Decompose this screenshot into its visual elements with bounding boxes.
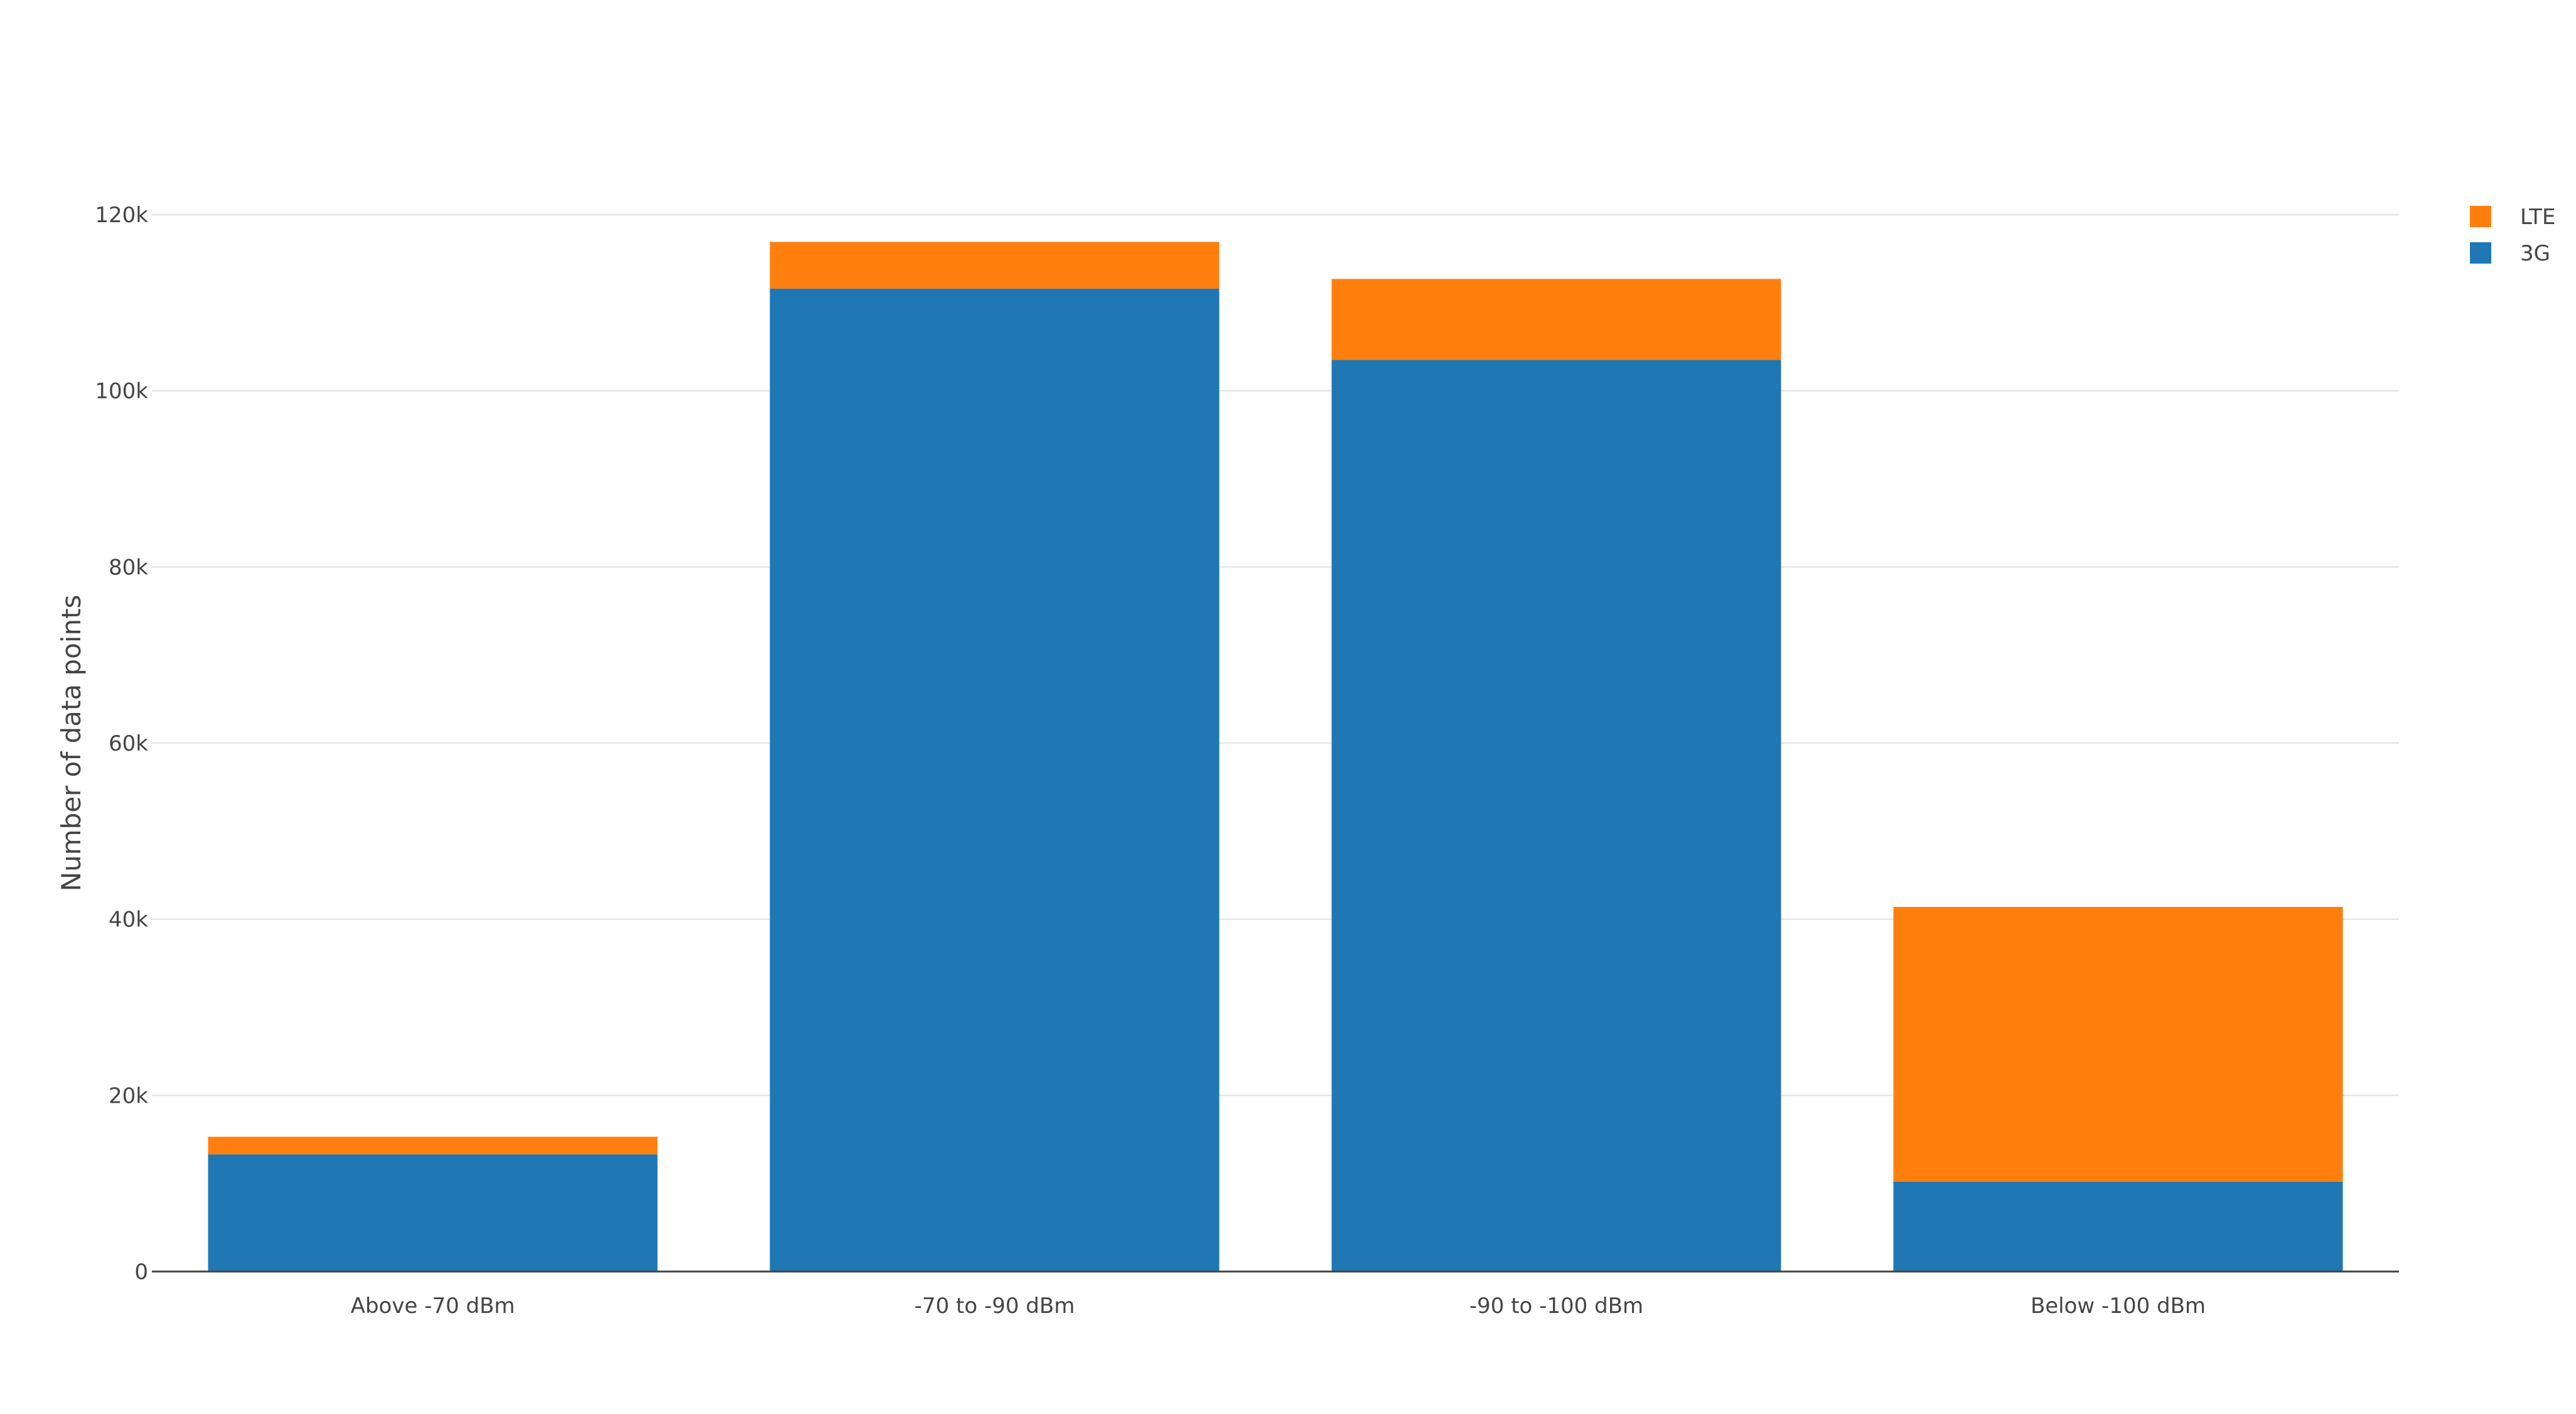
y-tick-label: 0 (134, 1260, 148, 1285)
x-tick-label: -70 to -90 dBm (915, 1293, 1075, 1319)
y-tick-label: 120k (95, 203, 148, 228)
bar-3g-4 (1893, 1181, 2343, 1272)
legend-label-lte: LTE (2520, 205, 2556, 230)
x-tick-label: Below -100 dBm (2031, 1293, 2206, 1319)
legend-swatch-lte (2470, 206, 2491, 227)
bars (208, 242, 2343, 1272)
bar-lte-1 (208, 1137, 658, 1155)
x-tick-label: -90 to -100 dBm (1469, 1293, 1643, 1319)
y-tick-label: 20k (109, 1083, 148, 1108)
y-axis-title: Number of data points (56, 595, 87, 892)
bar-3g-1 (208, 1154, 658, 1272)
bar-lte-4 (1893, 907, 2343, 1182)
y-tick-label: 100k (95, 379, 148, 404)
legend-label-3g: 3G (2520, 241, 2550, 266)
y-tick-label: 80k (109, 555, 148, 580)
y-tick-label: 60k (109, 731, 148, 756)
bar-3g-2 (770, 288, 1220, 1272)
legend-swatch-3g (2470, 242, 2491, 264)
y-tick-label: 40k (109, 908, 148, 933)
y-axis: 0 20k 40k 60k 80k 100k 120k (95, 203, 148, 1285)
bar-lte-3 (1331, 279, 1781, 360)
bar-3g-3 (1331, 360, 1781, 1272)
x-tick-label: Above -70 dBm (351, 1293, 515, 1319)
x-axis: Above -70 dBm -70 to -90 dBm -90 to -100 d… (152, 1270, 2399, 1319)
legend: LTE 3G (2470, 205, 2556, 266)
bar-lte-2 (770, 242, 1220, 289)
